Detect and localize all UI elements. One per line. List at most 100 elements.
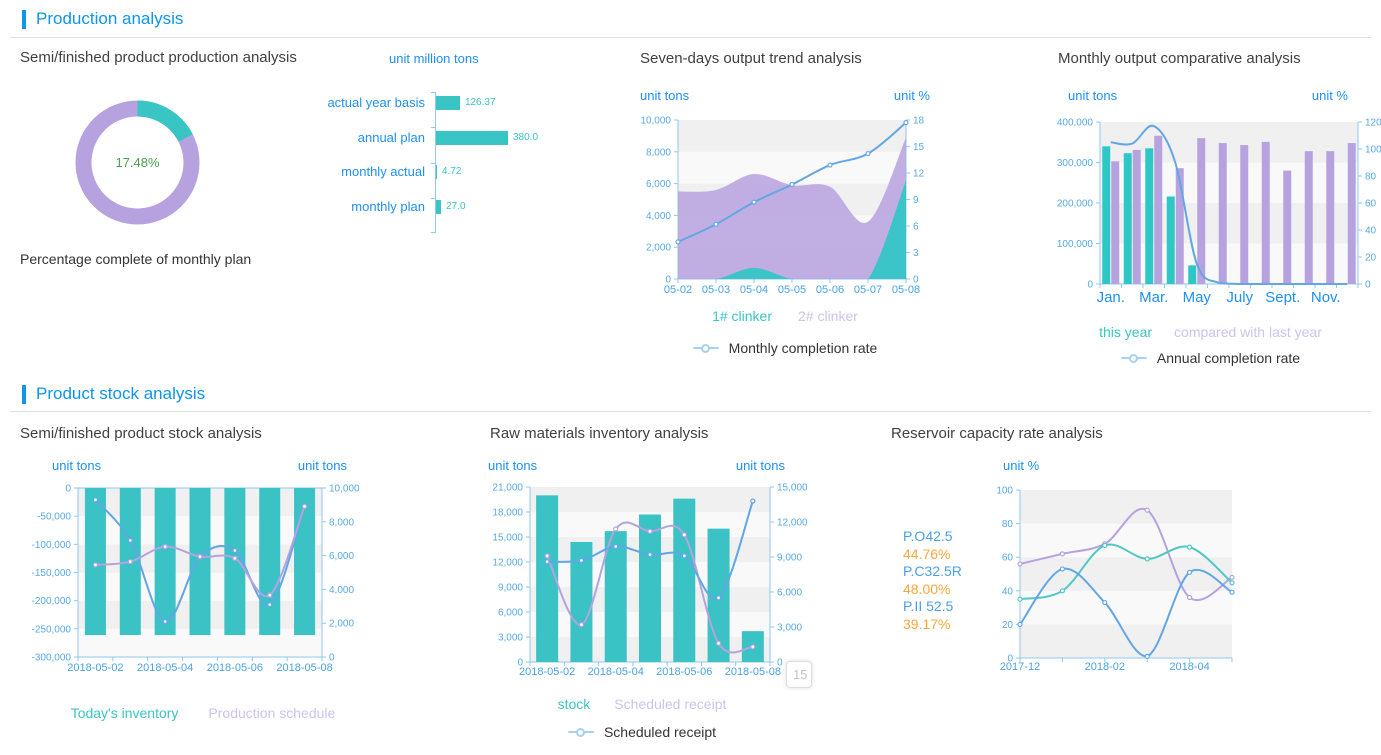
svg-text:9: 9 (913, 195, 919, 206)
legend-item-production-schedule[interactable]: Production schedule (208, 705, 336, 721)
svg-text:05-02: 05-02 (664, 284, 692, 296)
svg-text:2018-05-08: 2018-05-08 (725, 666, 781, 678)
svg-text:9,000: 9,000 (777, 553, 802, 564)
svg-text:3: 3 (913, 248, 919, 259)
svg-text:15,000: 15,000 (492, 533, 523, 544)
cement-grade-label: P.C32.5R (903, 563, 962, 579)
clipped-tooltip-box: 15 (786, 661, 812, 688)
svg-text:-200,000: -200,000 (32, 596, 72, 607)
svg-text:15,000: 15,000 (777, 483, 808, 494)
svg-text:40: 40 (1365, 226, 1377, 237)
svg-text:2018-04: 2018-04 (1169, 661, 1209, 673)
svg-text:3,000: 3,000 (777, 623, 802, 634)
svg-text:0: 0 (665, 275, 671, 286)
svg-text:05-03: 05-03 (702, 284, 730, 296)
svg-text:2017-12: 2017-12 (1000, 661, 1040, 673)
panel-title-production: Semi/finished product production analysi… (20, 49, 297, 66)
svg-text:15: 15 (913, 142, 925, 153)
svg-text:80: 80 (1002, 519, 1014, 530)
cement-grade-value: 44.76% (903, 545, 951, 562)
seven-days-chart: 0 2,000 4,000 6,000 8,000 10,000 0 3 6 9 12 15 18 05-… (640, 116, 925, 297)
svg-text:12: 12 (913, 169, 925, 180)
hbar-category-label: actual year basis (327, 95, 425, 110)
cement-grade-value: 39.17% (903, 615, 951, 632)
svg-text:12,000: 12,000 (777, 518, 808, 529)
hbar-category-label: annual plan (357, 130, 425, 145)
svg-text:2,000: 2,000 (329, 619, 354, 630)
svg-text:2,000: 2,000 (646, 243, 671, 254)
hbar-axis-tick (431, 232, 435, 233)
stock-chart: -300,000 -250,000 -200,000 -150,000 -100,000… (32, 484, 361, 675)
hbar-value-label: 27.0 (446, 201, 466, 212)
svg-text:0: 0 (1087, 280, 1093, 291)
legend-item-last-year[interactable]: compared with last year (1174, 324, 1322, 340)
section-divider (10, 37, 1371, 38)
cement-grade-label: P.II 52.5 (903, 598, 954, 614)
section-accent-bar (22, 384, 26, 404)
hbar-axis-tick (431, 127, 435, 129)
svg-text:0: 0 (913, 275, 919, 286)
unit-label-tons-left: unit tons (640, 88, 690, 103)
svg-text:Nov.: Nov. (1311, 289, 1341, 306)
svg-text:8,000: 8,000 (646, 147, 671, 158)
svg-text:05-08: 05-08 (892, 284, 920, 296)
legend-item-2-clinker[interactable]: 2# clinker (798, 308, 858, 324)
svg-text:9,000: 9,000 (498, 583, 523, 594)
donut-chart-monthly-plan: 17.48% (75, 100, 200, 225)
seven-days-rate-legend[interactable]: Monthly completion rate (630, 340, 940, 356)
svg-text:6,000: 6,000 (329, 551, 354, 562)
monthly-rate-legend[interactable]: Annual completion rate (1040, 350, 1381, 366)
hbar-axis-tick (431, 197, 435, 199)
svg-text:3,000: 3,000 (498, 633, 523, 644)
panel-title-stock-analysis: Semi/finished product stock analysis (20, 425, 262, 442)
svg-text:100: 100 (1365, 145, 1381, 156)
monthly-legend: this year compared with last year (1040, 324, 1381, 340)
svg-text:20: 20 (1365, 253, 1377, 264)
svg-text:400,000: 400,000 (1057, 118, 1094, 129)
legend-scheduled-receipt-line: Scheduled receipt (603, 724, 717, 740)
section-title-production: Production analysis (36, 9, 184, 28)
section-title-stock: Product stock analysis (36, 384, 206, 403)
raw-rate-legend[interactable]: Scheduled receipt (482, 724, 802, 740)
hbar-bar (436, 131, 508, 145)
unit-label-tons-left-raw: unit tons (488, 458, 538, 473)
svg-text:6: 6 (913, 222, 919, 233)
unit-label-percent-right-monthly: unit % (1311, 88, 1348, 103)
svg-text:18: 18 (913, 116, 925, 127)
svg-text:6,000: 6,000 (498, 608, 523, 619)
donut-caption: Percentage complete of monthly plan (20, 251, 252, 267)
panel-title-reservoir: Reservoir capacity rate analysis (891, 425, 1103, 442)
plan-bar-chart: actual year basis 126.37 annual plan 380.0 m… (300, 88, 590, 240)
svg-text:2018-05-04: 2018-05-04 (588, 666, 644, 678)
line-marker-icon (692, 343, 719, 353)
svg-text:60: 60 (1365, 199, 1377, 210)
panel-title-raw-materials: Raw materials inventory analysis (490, 425, 709, 442)
svg-text:-100,000: -100,000 (32, 540, 72, 551)
svg-text:0: 0 (1007, 654, 1013, 665)
svg-text:17.48%: 17.48% (115, 155, 160, 170)
hbar-value-label: 380.0 (513, 132, 539, 143)
hbar-axis-line (435, 92, 436, 233)
legend-item-stock[interactable]: stock (557, 696, 591, 712)
svg-text:0: 0 (517, 658, 523, 669)
svg-text:May: May (1183, 289, 1212, 306)
svg-text:-300,000: -300,000 (32, 653, 72, 664)
svg-text:2018-05-08: 2018-05-08 (276, 662, 332, 674)
line-marker-icon (1120, 353, 1147, 363)
svg-text:Sept.: Sept. (1265, 289, 1300, 306)
legend-item-scheduled-receipt[interactable]: Scheduled receipt (614, 696, 727, 712)
legend-item-this-year[interactable]: this year (1099, 324, 1153, 340)
svg-text:-150,000: -150,000 (32, 568, 72, 579)
legend-item-todays-inventory[interactable]: Today's inventory (70, 705, 179, 721)
svg-text:18,000: 18,000 (492, 508, 523, 519)
legend-item-1-clinker[interactable]: 1# clinker (712, 308, 772, 324)
legend-monthly-completion-rate: Monthly completion rate (728, 340, 878, 356)
panel-title-seven-days: Seven-days output trend analysis (640, 50, 862, 67)
raw-legend: stock Scheduled receipt (482, 696, 802, 712)
stock-legend: Today's inventory Production schedule (18, 705, 388, 721)
section-accent-bar (22, 9, 26, 29)
hbar-axis-tick (431, 162, 435, 164)
svg-text:10,000: 10,000 (640, 116, 671, 127)
monthly-comparative-chart: 0 100,000 200,000 300,000 400,000 0 20 40 60 80 10… (1057, 118, 1381, 307)
svg-text:05-06: 05-06 (816, 284, 844, 296)
